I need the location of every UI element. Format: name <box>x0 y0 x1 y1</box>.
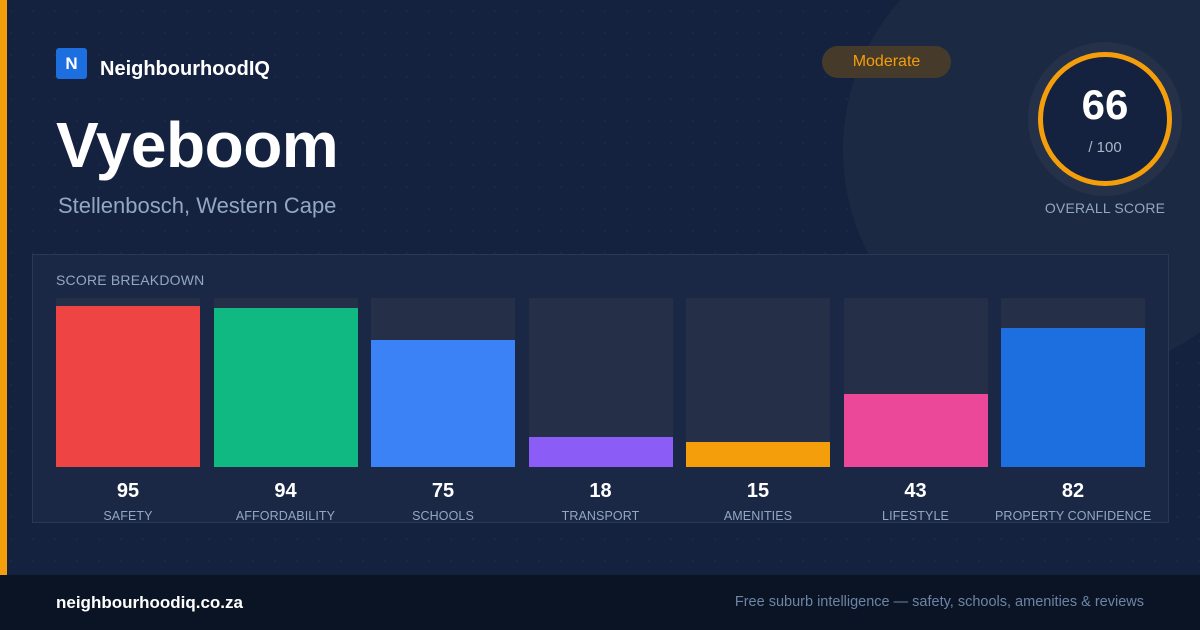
bar-label: PROPERTY CONFIDENCE <box>995 509 1152 523</box>
bar-value: 94 <box>274 480 297 502</box>
bar-fill <box>686 442 830 467</box>
bar-fill <box>1001 328 1145 467</box>
bar-track <box>843 298 988 467</box>
bar-value: 18 <box>589 480 612 502</box>
overall-score-ring: 66 / 100 <box>1028 42 1182 196</box>
bar-track <box>56 298 200 467</box>
suburb-name: Vyeboom <box>56 109 339 181</box>
score-breakdown-panel: SCORE BREAKDOWN 95 SAFETY 94 AFFORDABILITY 7… <box>32 254 1169 523</box>
bar-label: AFFORDABILITY <box>235 509 336 523</box>
bar-label: AMENITIES <box>723 509 793 523</box>
bar-fill <box>213 308 358 467</box>
bar-value: 75 <box>431 480 455 502</box>
brand: N NeighbourhoodIQ <box>56 46 270 81</box>
bar-fill <box>528 437 673 467</box>
bar-label: SAFETY <box>103 509 153 523</box>
overall-score-value: 66 <box>1081 81 1129 128</box>
bar-label: TRANSPORT <box>561 509 640 523</box>
accent-bar <box>0 0 7 575</box>
bar-label: SCHOOLS <box>412 509 474 523</box>
breakdown-title: SCORE BREAKDOWN <box>56 272 205 288</box>
bar-track <box>371 298 515 467</box>
suburb-location: Stellenbosch, Western Cape <box>58 193 337 218</box>
overall-score-max: / 100 <box>1088 139 1122 156</box>
bar-value: 95 <box>116 480 140 502</box>
brand-logo-icon: N <box>56 48 87 79</box>
footer: neighbourhoodiq.co.za Free suburb intell… <box>0 575 1200 630</box>
bar-track <box>686 298 830 467</box>
brand-name: NeighbourhoodIQ <box>100 58 270 80</box>
bar-track <box>1001 298 1145 467</box>
bar-fill <box>56 306 200 467</box>
bar-track <box>528 298 673 467</box>
overall-score-label: OVERALL SCORE <box>1044 200 1166 216</box>
bar-value: 82 <box>1061 480 1085 502</box>
overall-score-circle: 66 / 100 <box>1038 52 1172 186</box>
bar-fill <box>371 340 515 467</box>
footer-url: neighbourhoodiq.co.za <box>56 593 243 612</box>
bar-track <box>213 298 358 467</box>
bar-label: LIFESTYLE <box>882 509 949 523</box>
footer-tagline: Free suburb intelligence — safety, schoo… <box>734 594 1144 610</box>
bar-fill <box>843 394 988 467</box>
bar-value: 15 <box>746 480 770 502</box>
bar-value: 43 <box>904 480 927 502</box>
rating-badge: Moderate <box>822 46 951 78</box>
